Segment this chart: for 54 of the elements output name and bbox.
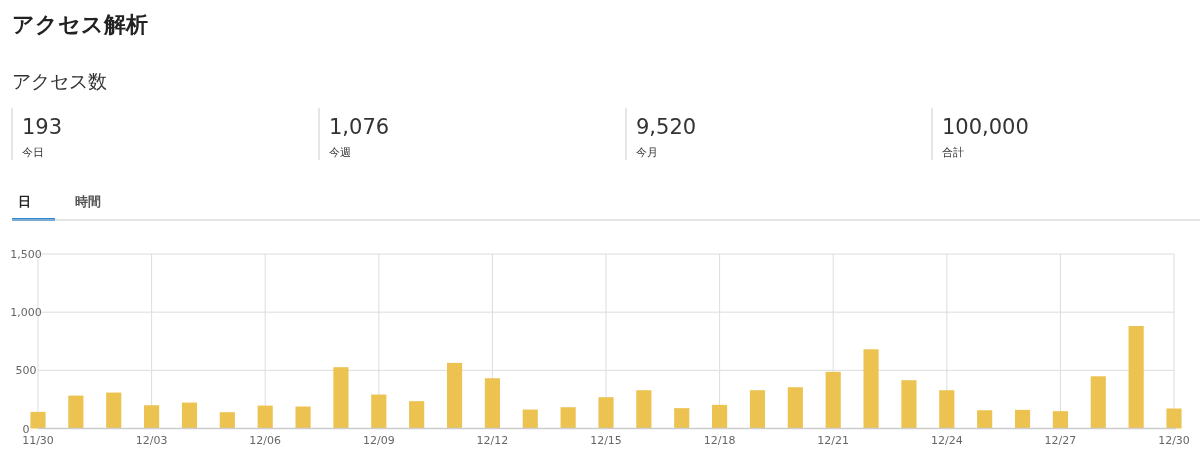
bar — [295, 406, 311, 429]
x-tick-label: 12/18 — [703, 434, 736, 447]
bar — [787, 387, 803, 429]
bar — [257, 405, 273, 429]
bar — [409, 401, 425, 429]
x-tick-label: 12/12 — [476, 434, 509, 447]
x-tick-label: 12/03 — [135, 434, 168, 447]
bar — [674, 408, 690, 429]
bar — [144, 405, 160, 429]
bar — [825, 371, 841, 429]
chart-title: アクセス解析 — [12, 12, 148, 37]
bar — [1128, 326, 1144, 429]
bar — [219, 412, 235, 429]
card: 100,000 合計 — [931, 107, 1029, 161]
card: 193 今日 — [11, 107, 63, 161]
bar — [901, 380, 917, 429]
bar — [939, 390, 955, 429]
bar — [1052, 411, 1068, 429]
bar — [863, 349, 879, 429]
y-tick-label: 1,500 — [10, 248, 42, 261]
bar — [1166, 408, 1182, 429]
x-tick-label: 12/27 — [1044, 434, 1077, 447]
bar — [484, 378, 500, 429]
chart-subtitle: アクセス数 — [12, 70, 107, 92]
bar — [68, 395, 84, 429]
y-tick-label: 0 — [22, 422, 30, 436]
bar — [560, 407, 576, 429]
y-tick-label: 500 — [15, 364, 37, 378]
x-tick-label: 12/30 — [1158, 434, 1190, 447]
card: 1,076 今週 — [318, 107, 390, 161]
x-tick-label: 12/09 — [362, 434, 395, 447]
bar — [636, 390, 652, 429]
bar — [598, 397, 614, 429]
bar — [106, 392, 122, 429]
bar — [522, 409, 538, 429]
bar — [181, 402, 198, 429]
x-tick-label: 12/21 — [817, 434, 850, 447]
x-tick-label: 12/15 — [590, 434, 622, 447]
x-tick-label: 12/24 — [930, 434, 963, 447]
bar — [1014, 409, 1031, 429]
bar — [749, 390, 766, 429]
x-tick-label: 11/30 — [22, 434, 54, 447]
card: 9,520 今月 — [625, 107, 697, 161]
bar — [371, 394, 387, 429]
text: 日 — [18, 194, 31, 209]
text: 時間 — [75, 194, 101, 209]
bar — [30, 411, 46, 429]
bar — [446, 362, 463, 429]
x-tick-label: 12/06 — [249, 434, 282, 447]
bar — [1090, 376, 1106, 429]
bar — [977, 410, 993, 429]
y-tick-label: 1,000 — [10, 306, 42, 320]
bar — [712, 404, 728, 429]
bar — [333, 367, 349, 429]
